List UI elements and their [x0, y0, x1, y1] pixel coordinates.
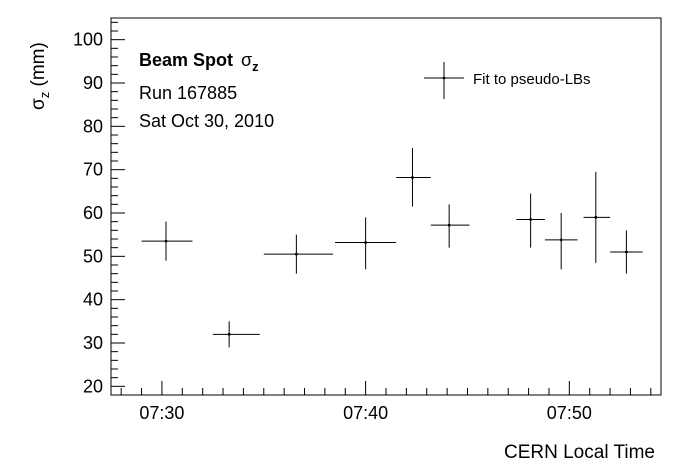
point-marker	[529, 218, 533, 221]
annotation-run: Run 167885	[139, 83, 237, 103]
point-marker	[164, 239, 168, 243]
x-tick-label: 07:30	[139, 403, 184, 423]
point-marker	[559, 238, 563, 242]
data-point	[516, 193, 545, 248]
data-series	[141, 148, 643, 348]
x-tick-label: 07:40	[343, 403, 388, 423]
point-marker	[411, 176, 414, 179]
y-tick-label: 50	[83, 246, 103, 266]
point-marker	[364, 241, 368, 244]
y-axis: 20 30 40 50 60 70 80 90 100	[73, 21, 125, 396]
data-point	[141, 221, 193, 261]
annotation-date: Sat Oct 30, 2010	[139, 111, 274, 131]
data-point	[610, 230, 643, 274]
point-marker	[294, 252, 298, 256]
y-tick-label: 90	[83, 73, 103, 93]
y-tick-label: 60	[83, 203, 103, 223]
legend-label: Fit to pseudo-LBs	[473, 71, 591, 88]
point-marker	[227, 332, 231, 336]
point-marker	[624, 250, 628, 254]
legend: Fit to pseudo-LBs	[424, 62, 591, 99]
y-tick-label: 70	[83, 160, 103, 180]
y-tick-label: 80	[83, 116, 103, 136]
point-marker	[447, 223, 451, 227]
legend-marker-dot	[442, 76, 446, 80]
y-tick-label: 100	[73, 30, 103, 50]
x-axis-label: CERN Local Time	[504, 442, 655, 463]
annotation-title: Beam Spot σz	[139, 50, 259, 74]
x-tick-label: 07:50	[547, 403, 592, 423]
data-point	[544, 213, 578, 270]
point-marker	[594, 215, 598, 219]
data-point	[212, 321, 260, 348]
data-point	[335, 217, 397, 270]
y-tick-label: 40	[83, 290, 103, 310]
data-point	[263, 234, 334, 274]
data-point	[583, 171, 611, 263]
y-axis-label: σz (mm)	[28, 42, 52, 110]
y-tick-label: 20	[83, 376, 103, 396]
data-point	[396, 148, 431, 207]
y-tick-label: 30	[83, 333, 103, 353]
x-axis: 07:30 07:40 07:50	[120, 381, 652, 423]
data-point	[430, 204, 470, 248]
